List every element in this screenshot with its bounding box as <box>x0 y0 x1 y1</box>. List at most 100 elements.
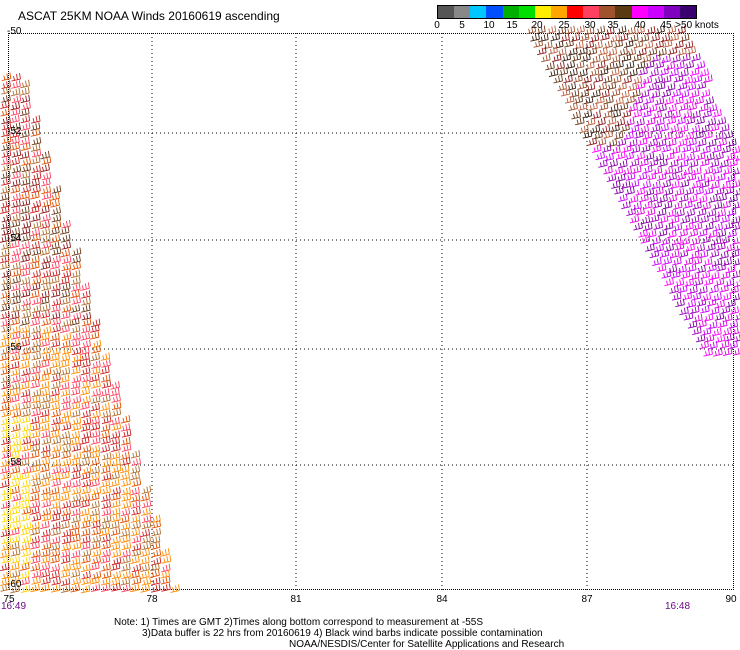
wind-barb <box>638 102 649 111</box>
wind-barb <box>21 310 32 319</box>
wind-barb <box>10 575 20 585</box>
wind-barb <box>10 240 20 249</box>
wind-barb <box>130 471 140 481</box>
wind-barb <box>140 556 150 565</box>
wind-barb <box>91 526 101 536</box>
wind-barb <box>30 394 41 404</box>
wind-barb <box>141 541 152 551</box>
wind-barb <box>150 541 161 550</box>
wind-barb <box>643 200 653 210</box>
wind-barb <box>11 444 22 453</box>
wind-barb <box>647 47 658 56</box>
wind-barb <box>140 548 150 558</box>
wind-barb <box>563 74 573 84</box>
wind-barb <box>664 96 674 105</box>
wind-barb <box>699 157 710 167</box>
wind-barb <box>557 82 567 92</box>
wind-barb <box>705 173 716 183</box>
wind-barb <box>631 165 642 174</box>
wind-barb <box>663 187 674 196</box>
wind-barb <box>10 157 20 166</box>
wind-barb <box>530 33 540 42</box>
wind-barb <box>111 570 122 580</box>
wind-barb <box>110 520 120 530</box>
wind-barb <box>150 535 161 544</box>
wind-barb <box>662 39 673 48</box>
wind-barb <box>20 374 31 384</box>
wind-barb <box>161 563 171 573</box>
wind-barb <box>20 388 31 398</box>
colorbar-label: 35 <box>607 20 619 31</box>
wind-barb <box>1 513 12 523</box>
wind-barb <box>677 264 687 274</box>
wind-barb <box>1 443 12 453</box>
wind-barb <box>720 235 730 245</box>
wind-barb <box>100 388 110 397</box>
wind-barb <box>672 222 683 232</box>
wind-barb <box>656 138 667 148</box>
wind-barb <box>698 103 709 112</box>
wind-barb <box>41 512 52 522</box>
wind-barb <box>629 124 640 133</box>
wind-barb <box>716 116 727 126</box>
wind-barb <box>10 142 20 151</box>
wind-barb <box>1 507 12 516</box>
wind-barb <box>558 67 569 76</box>
wind-barb <box>667 193 677 203</box>
wind-barb <box>30 128 41 137</box>
wind-barb <box>651 144 661 153</box>
wind-barb <box>69 528 80 537</box>
wind-barb <box>100 576 111 586</box>
wind-barb <box>695 173 706 182</box>
wind-barb <box>674 242 685 251</box>
wind-barb <box>31 569 42 579</box>
wind-barb <box>111 401 122 410</box>
wind-barb <box>20 562 30 571</box>
wind-barb <box>688 228 699 238</box>
wind-barb <box>31 199 42 209</box>
wind-barb <box>0 423 11 432</box>
wind-barb <box>51 297 62 307</box>
wind-barb <box>704 221 714 231</box>
wind-barb <box>120 577 131 586</box>
wind-barb <box>641 180 651 189</box>
wind-barb <box>40 486 51 496</box>
wind-barb <box>31 310 41 320</box>
wind-barb <box>100 402 110 412</box>
wind-barb <box>707 138 717 148</box>
wind-barb <box>10 541 20 550</box>
wind-barb <box>537 46 547 56</box>
note-line-2: 3)Data buffer is 22 hrs from 20160619 4)… <box>142 628 543 639</box>
wind-barb <box>703 130 713 140</box>
wind-barb <box>734 334 740 342</box>
wind-barb <box>1 388 12 397</box>
wind-barb <box>618 102 629 111</box>
wind-barb <box>20 129 30 139</box>
wind-barb <box>702 109 712 118</box>
lat-label: -54 <box>7 233 22 244</box>
wind-barb <box>625 117 635 127</box>
wind-barb <box>717 193 727 202</box>
wind-barb <box>81 359 91 368</box>
wind-barb <box>40 338 50 347</box>
wind-barb <box>661 54 671 64</box>
wind-barb <box>1 86 11 95</box>
wind-barb <box>50 401 60 411</box>
wind-barb <box>654 96 665 106</box>
wind-barb <box>120 528 130 538</box>
wind-barb <box>21 521 32 531</box>
wind-barb <box>610 88 621 97</box>
wind-barb <box>31 477 41 487</box>
wind-barb <box>31 325 41 334</box>
wind-barb <box>696 207 707 217</box>
wind-barb <box>51 247 62 256</box>
wind-barb <box>21 506 32 515</box>
wind-barb <box>61 332 72 341</box>
wind-barb <box>50 535 61 545</box>
wind-barb <box>10 527 20 536</box>
wind-barb <box>81 317 92 327</box>
wind-barb <box>667 264 678 274</box>
swath-time-left: 16:49 <box>1 601 27 612</box>
wind-barb <box>81 485 91 495</box>
wind-barb <box>633 96 643 105</box>
